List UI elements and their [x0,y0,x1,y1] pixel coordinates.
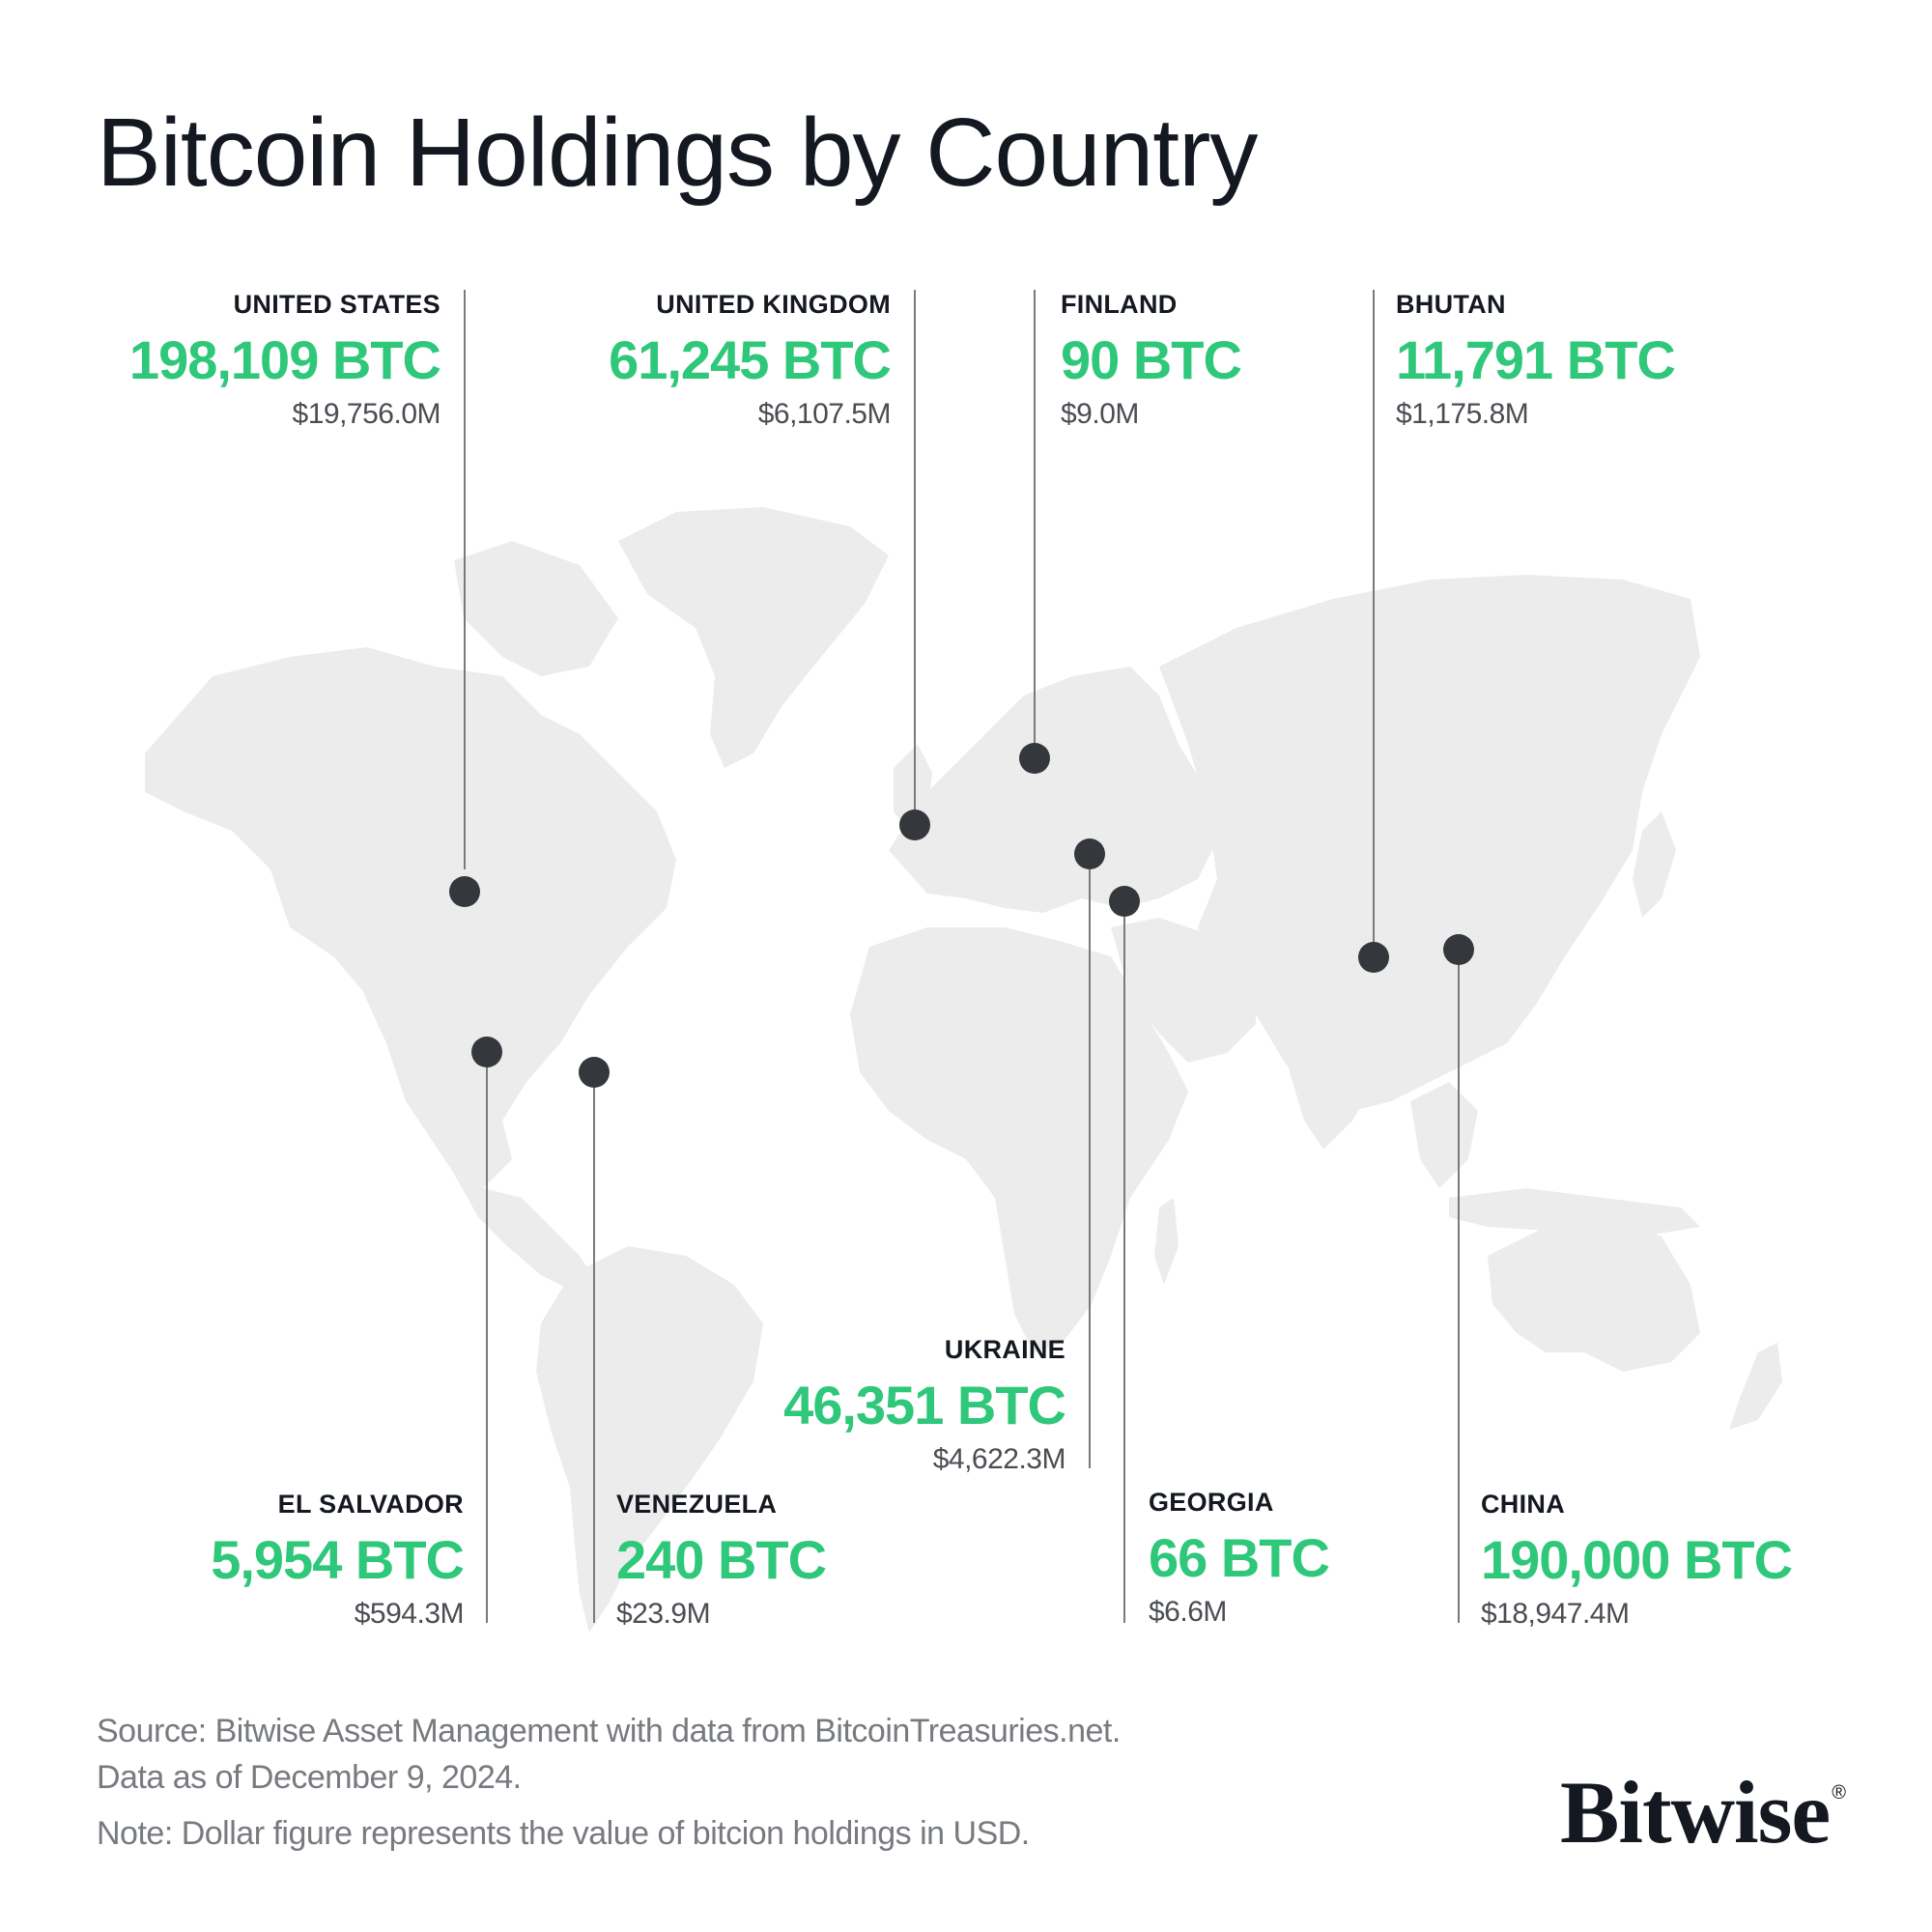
land-new-zealand [1729,1343,1782,1430]
land-south-america [536,1246,763,1633]
usd-value: $594.3M [354,1598,465,1630]
usd-value: $6.6M [1149,1596,1227,1628]
landmass [145,507,1782,1633]
label-china: CHINA 190,000 BTC $18,947.4M [1481,1488,1896,1633]
pin-united-states [449,876,480,907]
pin-georgia [1109,886,1140,917]
land-central-america [454,1174,599,1294]
land-greenland [618,507,889,768]
country-name: VENEZUELA [616,1490,778,1519]
pin-venezuela [579,1057,610,1088]
country-name: UNITED STATES [233,290,440,319]
btc-amount: 5,954 BTC [211,1529,465,1590]
country-name: EL SALVADOR [277,1490,464,1519]
source-text: Source: Bitwise Asset Management with da… [97,1713,1121,1749]
land-india [1285,1005,1381,1150]
pin-china [1443,934,1474,965]
land-africa [850,927,1188,1352]
land-madagascar [1154,1198,1179,1285]
bitwise-logo: Bitwise ® [1560,1768,1846,1857]
land-australia [1488,1217,1700,1372]
land-japan [1633,811,1676,918]
pin-ukraine [1074,838,1105,869]
btc-amount: 198,109 BTC [128,329,441,390]
page-title: Bitcoin Holdings by Country [97,99,1258,207]
label-finland: FINLAND 90 BTC $9.0M [1061,288,1350,433]
footer-notes: Source: Bitwise Asset Management with da… [97,1708,1401,1857]
btc-amount: 11,791 BTC [1396,329,1676,390]
btc-amount: 66 BTC [1149,1527,1330,1588]
label-venezuela: VENEZUELA 240 BTC $23.9M [616,1488,1003,1633]
btc-amount: 61,245 BTC [609,329,892,390]
land-indonesia [1449,1188,1700,1236]
land-middle-east [1111,918,1256,1063]
label-el-salvador: EL SALVADOR 5,954 BTC $594.3M [0,1488,465,1633]
pin-united-kingdom [899,810,930,840]
land-europe [889,667,1217,913]
label-ukraine: UKRAINE 46,351 BTC $4,622.3M [602,1333,1066,1478]
pin-finland [1019,743,1050,774]
usd-value: $4,622.3M [932,1443,1066,1475]
label-united-kingdom: UNITED KINGDOM 61,245 BTC $6,107.5M [427,288,892,433]
usd-value: $18,947.4M [1481,1598,1630,1630]
label-united-states: UNITED STATES 198,109 BTC $19,756.0M [0,288,441,433]
country-name: FINLAND [1061,290,1178,319]
registered-mark: ® [1832,1782,1846,1804]
btc-amount: 90 BTC [1061,329,1242,390]
usd-value: $1,175.8M [1396,398,1529,430]
usd-value: $23.9M [616,1598,711,1630]
btc-amount: 190,000 BTC [1481,1529,1793,1590]
label-georgia: GEORGIA 66 BTC $6.6M [1149,1486,1458,1631]
land-southeast-asia [1410,1082,1478,1188]
usd-value: $9.0M [1061,398,1139,430]
pin-bhutan [1358,942,1389,973]
logo-text: Bitwise [1560,1763,1831,1861]
country-name: BHUTAN [1396,290,1506,319]
land-north-america [145,647,676,1188]
land-asia [1159,575,1700,1111]
land-arctic-islands [454,541,618,676]
country-name: UNITED KINGDOM [656,290,891,319]
country-name: UKRAINE [944,1335,1065,1364]
note-text: Note: Dollar figure represents the value… [97,1815,1030,1852]
btc-amount: 46,351 BTC [783,1375,1066,1435]
label-bhutan: BHUTAN 11,791 BTC $1,175.8M [1396,288,1802,433]
btc-amount: 240 BTC [616,1529,827,1590]
country-name: CHINA [1481,1490,1565,1519]
country-name: GEORGIA [1149,1488,1274,1517]
pin-el-salvador [471,1037,502,1067]
date-text: Data as of December 9, 2024. [97,1759,522,1796]
usd-value: $6,107.5M [757,398,892,430]
land-uk [894,744,932,831]
usd-value: $19,756.0M [292,398,441,430]
